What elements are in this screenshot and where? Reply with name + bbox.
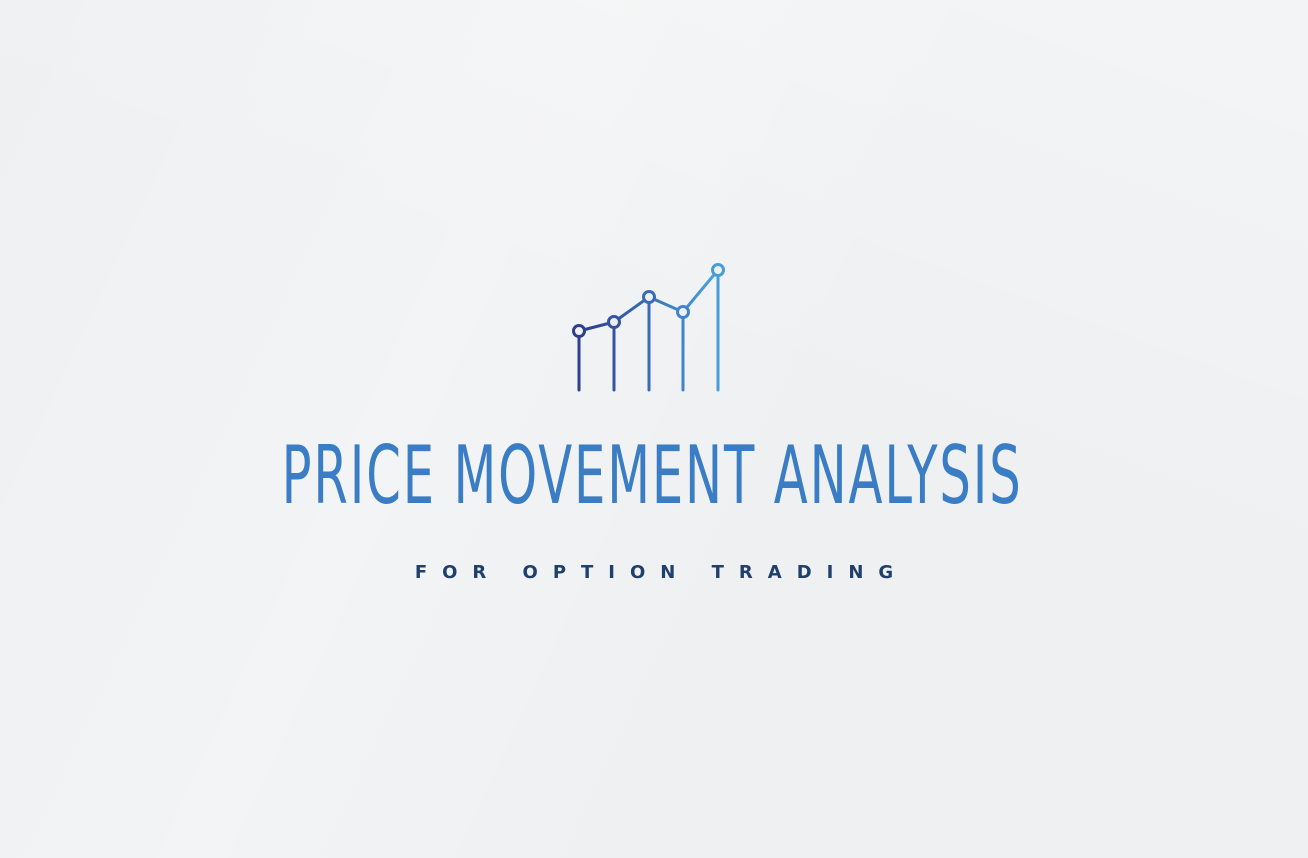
chart-point-1 [572, 324, 586, 338]
chart-point-2 [607, 315, 621, 329]
line-chart-icon [563, 263, 736, 392]
chart-point-5 [711, 263, 725, 277]
chart-point-4 [676, 305, 690, 319]
logo-title: PRICE MOVEMENT ANALYSIS [281, 429, 1023, 522]
chart-point-3 [642, 290, 656, 304]
logo-subtitle: FOR OPTION TRADING [414, 562, 909, 583]
